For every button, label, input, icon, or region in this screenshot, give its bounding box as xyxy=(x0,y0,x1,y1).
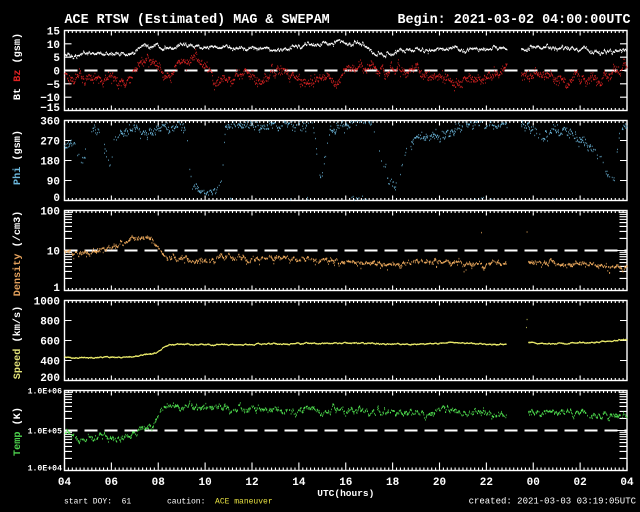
svg-text:Begin: 2021-03-02 04:00:00UTC: Begin: 2021-03-02 04:00:00UTC xyxy=(397,13,630,28)
svg-text:UTC(hours): UTC(hours) xyxy=(317,488,374,499)
svg-text:−5: −5 xyxy=(47,80,61,92)
svg-text:10: 10 xyxy=(47,247,60,259)
svg-text:−10: −10 xyxy=(40,93,60,105)
svg-text:1000: 1000 xyxy=(34,297,60,309)
svg-text:caution: ACE maneuver: caution: ACE maneuver xyxy=(167,498,273,507)
svg-text:90: 90 xyxy=(47,177,60,189)
svg-text:0: 0 xyxy=(53,67,60,79)
svg-text:Bt Bz (gsm): Bt Bz (gsm) xyxy=(12,33,24,100)
svg-text:22: 22 xyxy=(480,477,493,489)
svg-text:180: 180 xyxy=(40,157,60,169)
svg-text:ACE RTSW (Estimated) MAG & SWE: ACE RTSW (Estimated) MAG & SWEPAM xyxy=(65,13,330,28)
svg-text:1.0E+04: 1.0E+04 xyxy=(28,465,62,474)
svg-text:100: 100 xyxy=(40,207,60,219)
svg-text:start DOY: 61: start DOY: 61 xyxy=(64,498,131,507)
svg-text:Temp (K): Temp (K) xyxy=(12,407,24,456)
svg-text:16: 16 xyxy=(339,477,352,489)
svg-text:12: 12 xyxy=(245,477,258,489)
svg-text:00: 00 xyxy=(527,477,540,489)
svg-text:Phi (gsm): Phi (gsm) xyxy=(12,130,24,185)
svg-text:10: 10 xyxy=(47,40,60,52)
svg-text:04: 04 xyxy=(58,477,72,489)
svg-text:15: 15 xyxy=(47,27,61,39)
svg-text:10: 10 xyxy=(198,477,211,489)
svg-text:270: 270 xyxy=(40,137,60,149)
svg-text:created: 2021-03-03 03:19:05UT: created: 2021-03-03 03:19:05UTC xyxy=(469,497,637,507)
svg-text:0: 0 xyxy=(53,193,60,205)
svg-text:Density (/cm3): Density (/cm3) xyxy=(12,211,24,297)
svg-text:1.0E+05: 1.0E+05 xyxy=(28,428,62,437)
svg-text:800: 800 xyxy=(40,317,60,329)
svg-text:200: 200 xyxy=(40,373,60,385)
svg-text:360: 360 xyxy=(40,117,60,129)
svg-text:14: 14 xyxy=(292,477,306,489)
svg-text:02: 02 xyxy=(573,477,586,489)
svg-text:5: 5 xyxy=(53,53,60,65)
svg-text:18: 18 xyxy=(386,477,400,489)
svg-text:1: 1 xyxy=(53,283,60,295)
svg-text:08: 08 xyxy=(152,477,166,489)
svg-text:1.0E+06: 1.0E+06 xyxy=(28,388,62,397)
svg-text:20: 20 xyxy=(433,477,446,489)
svg-text:04: 04 xyxy=(620,477,634,489)
svg-text:06: 06 xyxy=(105,477,118,489)
svg-text:400: 400 xyxy=(40,357,60,369)
svg-text:600: 600 xyxy=(40,337,60,349)
svg-text:−15: −15 xyxy=(40,103,60,115)
svg-text:Speed (km/s): Speed (km/s) xyxy=(12,306,24,379)
